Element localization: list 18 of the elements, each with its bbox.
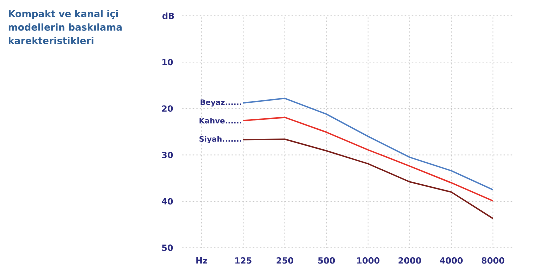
x-tick-label: 4000 — [440, 258, 463, 264]
y-tick-label: 50 — [162, 244, 174, 252]
x-tick-label: 1000 — [357, 258, 380, 264]
x-tick-label: 500 — [318, 258, 336, 264]
y-tick-label: 30 — [162, 152, 174, 158]
x-tick-label: 8000 — [482, 258, 505, 264]
y-tick-label: 40 — [162, 198, 174, 205]
x-axis-title: Hz — [196, 258, 208, 264]
y-tick-label: 10 — [162, 59, 174, 66]
line-series — [242, 138, 494, 220]
line-series — [242, 98, 494, 191]
x-tick-label: 250 — [276, 258, 294, 264]
x-tick-label: 125 — [236, 258, 252, 264]
text: Kompakt ve kanal içi modellerin baskılama karekteristikleri — [8, 10, 122, 44]
y-tick-label: 20 — [162, 106, 174, 112]
x-tick-label: 2000 — [398, 258, 422, 264]
line-series — [242, 116, 494, 202]
y-axis-title: dB — [162, 12, 174, 20]
